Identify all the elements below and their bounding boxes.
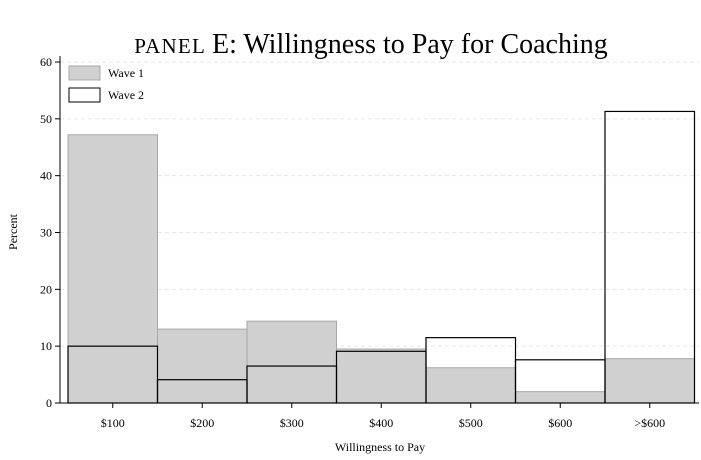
axes [59, 56, 699, 404]
y-tick-label: 30 [40, 226, 52, 240]
y-tick-label: 40 [40, 169, 52, 183]
wave1-bar [604, 358, 695, 404]
x-tick-label: >$600 [634, 416, 665, 430]
wave1-bar [425, 367, 516, 404]
y-tick-label: 60 [40, 55, 52, 69]
y-tick-label: 20 [40, 282, 52, 296]
x-tick-label: $100 [101, 416, 125, 430]
x-tick-label: $200 [190, 416, 214, 430]
y-tick-label: 10 [40, 339, 52, 353]
x-tick-label: $400 [369, 416, 393, 430]
y-axis-label: Percent [6, 213, 20, 250]
y-tick-label: 0 [46, 396, 52, 410]
y-tick-label: 50 [40, 112, 52, 126]
gridlines [60, 61, 699, 347]
legend-swatch [68, 87, 101, 103]
y-ticks: 0 10 20 30 40 50 60 [40, 55, 60, 410]
x-tick-label: $500 [459, 416, 483, 430]
chart-title: Panel E: Willingness to Pay for Coaching [134, 29, 608, 60]
legend: Wave 1 Wave 2 [68, 65, 144, 103]
legend-label: Wave 2 [108, 88, 144, 102]
legend-label: Wave 1 [108, 66, 144, 80]
wave1-bars [67, 134, 695, 404]
wave1-bar [246, 320, 337, 404]
x-axis-label: Willingness to Pay [335, 440, 425, 454]
wave1-bar [157, 328, 248, 404]
x-tick-label: $600 [548, 416, 572, 430]
wave1-bar [515, 391, 606, 404]
x-ticks: $100 $200 $300 $400 $500 $600 >$600 [101, 403, 665, 430]
x-tick-label: $300 [280, 416, 304, 430]
legend-swatch [68, 65, 101, 81]
wave1-bar [67, 134, 158, 404]
wave1-bar [336, 348, 427, 404]
